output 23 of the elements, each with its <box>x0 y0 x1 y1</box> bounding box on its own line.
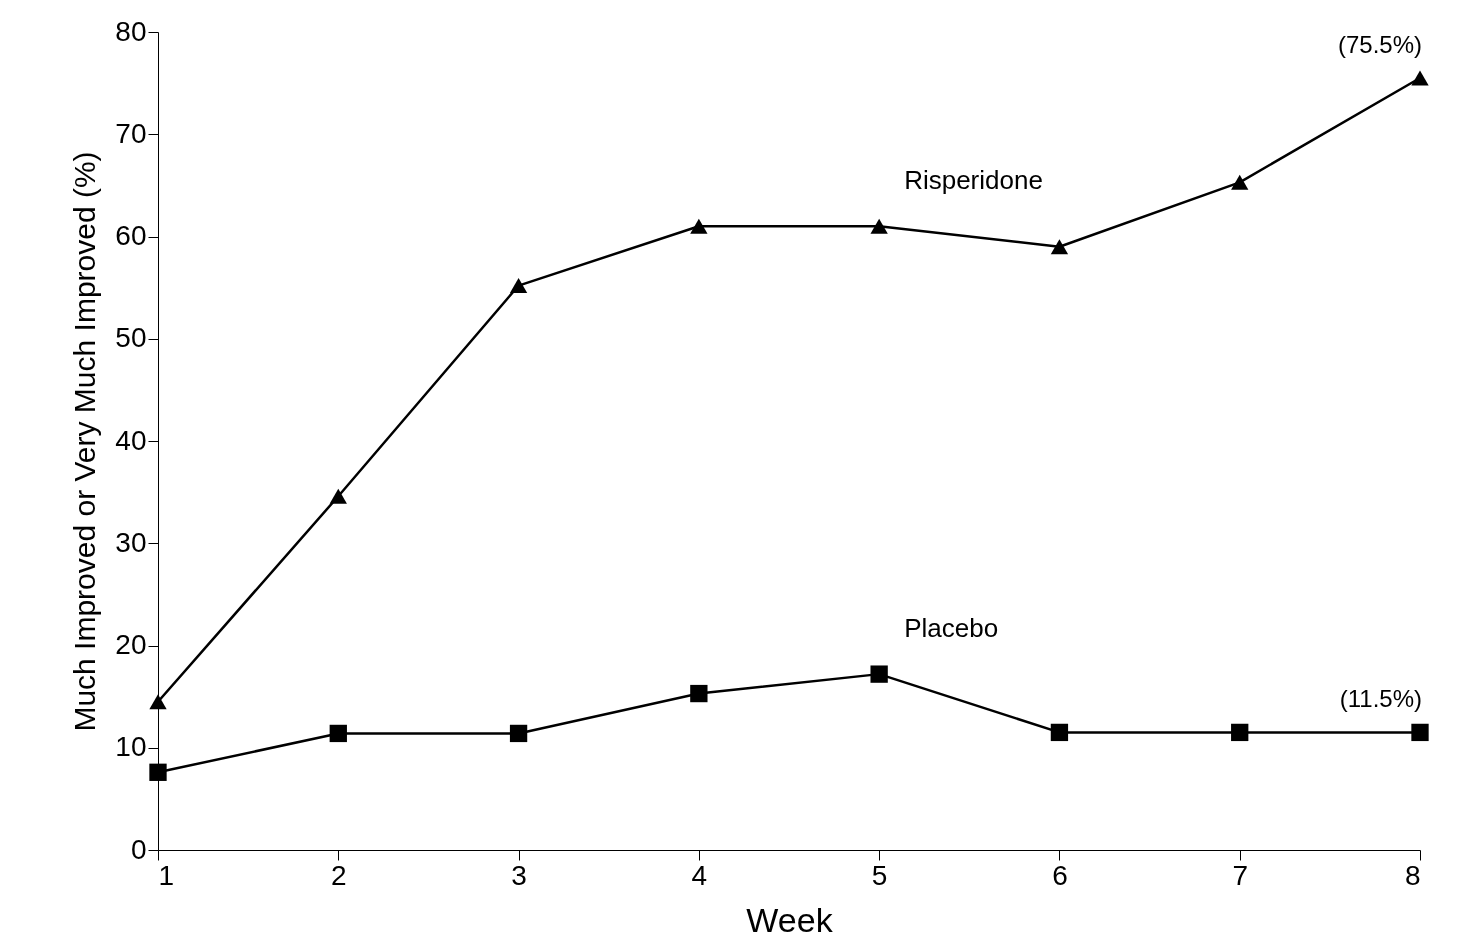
y-axis-title: Much Improved or Very Much Improved (%) <box>68 151 102 732</box>
series-label: Placebo <box>904 613 999 644</box>
y-tick-label: 80 <box>115 15 147 47</box>
series-label: Risperidone <box>904 165 1043 196</box>
y-tick-label: 30 <box>115 526 147 558</box>
y-tick-label: 50 <box>115 322 147 354</box>
annotation: (11.5%) <box>1339 685 1422 713</box>
x-tick-label: 7 <box>1232 859 1248 891</box>
y-tick-label: 10 <box>115 731 147 763</box>
x-tick-label: 6 <box>1052 859 1068 891</box>
y-tick-label: 60 <box>115 220 147 251</box>
x-tick-label: 5 <box>871 859 888 891</box>
x-axis-title: Week <box>746 900 834 939</box>
x-tick-label: 1 <box>158 859 175 891</box>
y-tick-label: 40 <box>115 424 147 456</box>
y-tick-label: 0 <box>130 833 147 865</box>
y-tick-label: 20 <box>115 629 147 660</box>
x-tick-label: 2 <box>331 859 347 891</box>
x-tick-label: 8 <box>1404 859 1421 891</box>
y-tick-label: 70 <box>115 117 147 149</box>
x-tick-label: 3 <box>511 859 527 891</box>
annotation: (75.5%) <box>1337 31 1422 59</box>
x-tick-label: 4 <box>691 859 708 891</box>
